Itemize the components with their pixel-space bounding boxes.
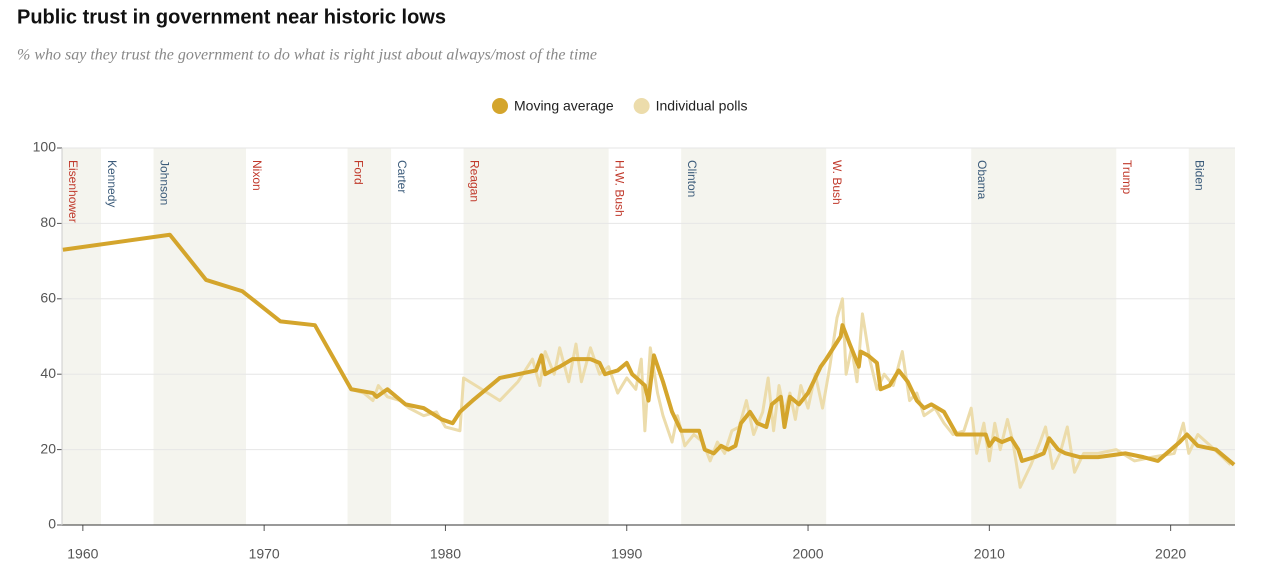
- president-band: [347, 148, 392, 525]
- legend-marker: [633, 98, 650, 114]
- president-label: Kennedy: [105, 160, 119, 207]
- y-tick-label: 20: [40, 440, 56, 456]
- president-band: [681, 148, 827, 525]
- president-label: Nixon: [250, 160, 264, 191]
- president-label: Eisenhower: [66, 160, 80, 223]
- president-label: Ford: [351, 160, 365, 185]
- president-label: Biden: [1193, 160, 1207, 191]
- y-tick-label: 0: [48, 516, 56, 532]
- chart-subtitle: % who say they trust the government to d…: [17, 47, 597, 64]
- y-tick-label: 100: [33, 139, 57, 155]
- y-tick-label: 80: [40, 214, 56, 230]
- legend-marker: [492, 98, 508, 114]
- president-label: Obama: [975, 160, 989, 200]
- president-label: H.W. Bush: [612, 160, 626, 217]
- series-line: [62, 232, 1236, 467]
- president-label: W. Bush: [830, 160, 844, 205]
- president-label: Trump: [1120, 160, 1134, 195]
- y-tick-label: 60: [40, 290, 56, 306]
- president-band: [1188, 148, 1235, 525]
- president-band: [463, 148, 609, 525]
- president-label: Reagan: [467, 160, 481, 202]
- president-label: Clinton: [685, 160, 699, 197]
- y-tick-label: 40: [40, 365, 56, 381]
- president-label: Johnson: [157, 160, 171, 205]
- president-band: [62, 148, 101, 525]
- president-band: [971, 148, 1117, 525]
- president-band: [153, 148, 247, 525]
- x-tick-label: 2020: [1155, 546, 1186, 562]
- legend-label: Individual polls: [656, 98, 748, 114]
- x-tick-label: 1960: [67, 546, 98, 562]
- legend-label: Moving average: [514, 98, 614, 114]
- x-tick-label: 1980: [430, 546, 461, 562]
- x-tick-label: 1990: [611, 546, 642, 562]
- series-line: [350, 297, 1232, 489]
- president-label: Carter: [395, 160, 409, 193]
- x-tick-label: 2000: [792, 546, 823, 562]
- x-tick-label: 1970: [249, 546, 280, 562]
- x-tick-label: 2010: [974, 546, 1005, 562]
- chart-title: Public trust in government near historic…: [17, 6, 446, 28]
